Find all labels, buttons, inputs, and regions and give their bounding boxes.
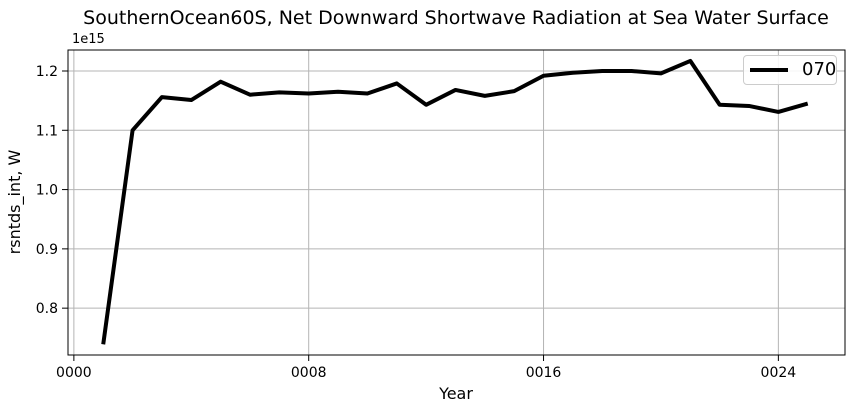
plot-spines xyxy=(67,49,846,356)
x-tick-label: 0016 xyxy=(526,365,562,381)
y-axis-offset-text: 1e15 xyxy=(72,32,105,47)
x-tick-label: 0008 xyxy=(291,365,327,381)
y-axis-label: rsntds_int, W xyxy=(5,149,25,254)
axes-layer: 0000 0008 0016 0024 0.8 0.9 1.0 1.1 1.2 xyxy=(36,49,846,381)
legend-entry-label: 070 xyxy=(802,59,837,80)
y-tick-label: 1.2 xyxy=(36,64,58,80)
y-tick-label: 1.1 xyxy=(36,123,58,139)
legend-line-sample-icon xyxy=(750,68,788,72)
data-line-070 xyxy=(101,58,809,345)
x-tick-label: 0024 xyxy=(761,365,797,381)
x-tick-label: 0000 xyxy=(56,365,92,381)
x-axis-label: Year xyxy=(438,384,473,403)
y-tick-label: 1.0 xyxy=(36,183,58,199)
legend: 070 xyxy=(743,55,837,85)
chart-title: SouthernOcean60S, Net Downward Shortwave… xyxy=(83,7,829,29)
y-tick-label: 0.8 xyxy=(36,301,58,317)
y-tick-label: 0.9 xyxy=(36,242,58,258)
